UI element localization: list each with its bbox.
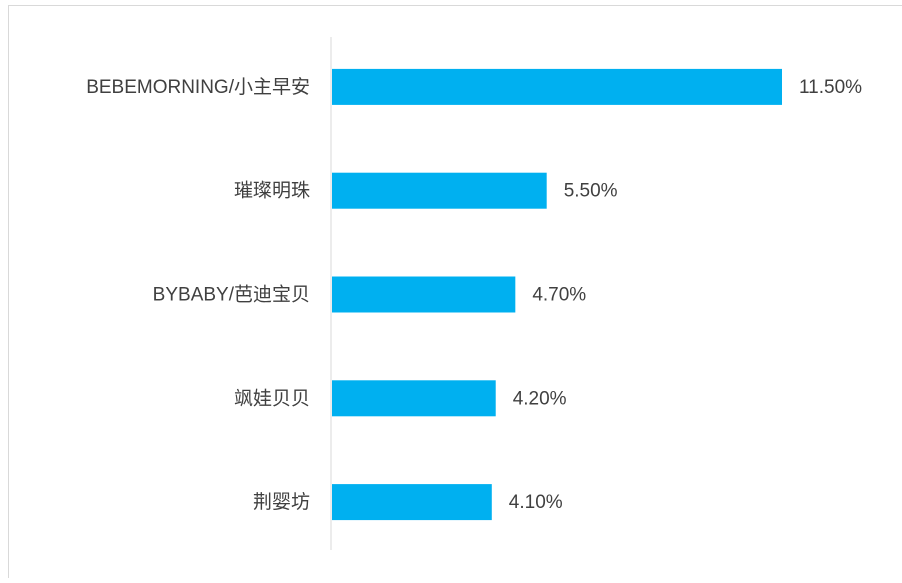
value-label: 4.10%: [509, 492, 563, 513]
category-label: BEBEMORNING/小主早安: [86, 76, 310, 98]
value-label: 11.50%: [799, 77, 862, 98]
bar: [332, 173, 547, 209]
category-label: BYBABY/芭迪宝贝: [153, 284, 310, 306]
bar: [332, 277, 515, 313]
bar: [332, 380, 496, 416]
bar: [332, 69, 782, 105]
value-label: 4.70%: [532, 285, 586, 306]
bar: [332, 484, 492, 520]
category-label: 璀璨明珠: [234, 180, 310, 202]
value-label: 5.50%: [564, 181, 618, 202]
value-label: 4.20%: [513, 388, 567, 409]
category-label: 荆婴坊: [253, 491, 310, 513]
category-label: 飒娃贝贝: [234, 387, 310, 409]
